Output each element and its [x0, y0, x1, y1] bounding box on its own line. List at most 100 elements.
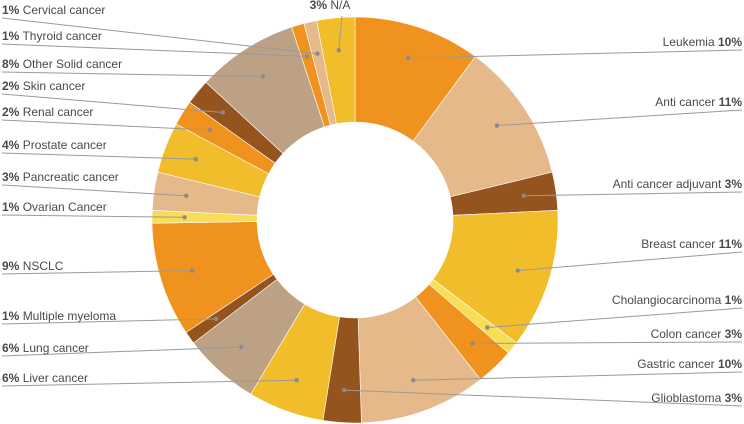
- leader-dot: [341, 387, 347, 393]
- leader-line: [1, 184, 187, 197]
- slice-percent: 2%: [2, 79, 20, 93]
- leader-dot: [239, 344, 244, 350]
- leader-dot: [411, 378, 416, 383]
- leader-line: [1, 214, 185, 218]
- slice-label-cervical-cancer: 1% Cervical cancer: [2, 3, 105, 17]
- slice-name: Gastric cancer: [637, 357, 714, 371]
- slice-label-text: Breast cancer 11%: [641, 237, 742, 251]
- slice-percent: 2%: [2, 105, 20, 119]
- slice-label-anti-cancer-adjuvant: Anti cancer adjuvant 3%: [613, 177, 743, 191]
- slice-label-liver-cancer: 6% Liver cancer: [2, 371, 88, 385]
- leader-line: [408, 49, 743, 59]
- slice-name: Ovarian Cancer: [23, 200, 107, 214]
- slice-name: Breast cancer: [641, 237, 715, 251]
- leader-line: [1, 119, 211, 131]
- slice-percent: 4%: [2, 138, 20, 152]
- slice-label-text: 2% Renal cancer: [2, 105, 93, 119]
- leader-line: [344, 389, 743, 407]
- slice-label-text: 6% Lung cancer: [2, 341, 89, 355]
- slice-label-cholangiocarcinoma: Cholangiocarcinoma 1%: [612, 293, 742, 307]
- slice-label-text: 1% Ovarian Cancer: [2, 200, 107, 214]
- leader-dot: [521, 193, 526, 198]
- slice-label-text: 9% NSCLC: [2, 259, 64, 273]
- leader-line: [1, 379, 297, 387]
- slice-label-multiple-myeloma: 1% Multiple myeloma: [2, 309, 116, 323]
- leader-dot: [207, 127, 213, 133]
- slice-percent: 3%: [310, 0, 328, 12]
- slice-label-text: Cholangiocarcinoma 1%: [612, 293, 742, 307]
- slice-label-text: Leukemia 10%: [663, 35, 743, 49]
- slice-label-text: 1% Multiple myeloma: [2, 309, 116, 323]
- slice-label-breast-cancer: Breast cancer 11%: [641, 237, 742, 251]
- slice-name: Anti cancer: [655, 95, 715, 109]
- slice-label-renal-cancer: 2% Renal cancer: [2, 105, 93, 119]
- leader-line: [1, 346, 242, 357]
- slice-name: Prostate cancer: [23, 138, 107, 152]
- slice-percent: 1%: [725, 293, 743, 307]
- slice-percent: 1%: [2, 29, 20, 43]
- leader-line: [413, 371, 743, 381]
- slice-label-colon-cancer: Colon cancer 3%: [651, 327, 743, 341]
- slice-label-text: Colon cancer 3%: [651, 327, 743, 341]
- leader-dot: [220, 110, 225, 115]
- slice-percent: 6%: [2, 341, 20, 355]
- slice-name: Liver cancer: [23, 371, 88, 385]
- slice-percent: 3%: [725, 327, 743, 341]
- slice-percent: 1%: [2, 309, 20, 323]
- slice-label-skin-cancer: 2% Skin cancer: [2, 79, 85, 93]
- slice-label-pancreatic-cancer: 3% Pancreatic cancer: [2, 170, 119, 184]
- slice-percent: 11%: [719, 95, 743, 109]
- slice-label-text: 6% Liver cancer: [2, 371, 88, 385]
- slice-label-leukemia: Leukemia 10%: [663, 35, 743, 49]
- leader-dot: [470, 341, 475, 346]
- leader-dot: [485, 325, 490, 330]
- leader-line: [338, 15, 343, 51]
- slice-name: Anti cancer adjuvant: [613, 177, 722, 191]
- leader-dot: [294, 378, 299, 383]
- leader-dot: [336, 48, 341, 53]
- slice-label-nsclc: 9% NSCLC: [2, 259, 64, 273]
- slice-label-anti-cancer: Anti cancer 11%: [655, 95, 742, 109]
- slice-name: Thyroid cancer: [22, 29, 101, 43]
- slice-name: Skin cancer: [23, 79, 86, 93]
- slice-name: Lung cancer: [23, 341, 89, 355]
- label-leaders: [1, 15, 743, 407]
- leader-line: [1, 71, 263, 78]
- slice-label-gastric-cancer: Gastric cancer 10%: [637, 357, 742, 371]
- leader-dot: [515, 268, 521, 273]
- slice-name: Cervical cancer: [23, 3, 106, 17]
- slice-label-text: 4% Prostate cancer: [2, 138, 107, 152]
- slice-percent: 1%: [2, 200, 20, 214]
- slice-label-text: Anti cancer adjuvant 3%: [613, 177, 743, 191]
- slice-label-lung-cancer: 6% Lung cancer: [2, 341, 89, 355]
- leader-dot: [304, 54, 310, 59]
- slice-label-prostate-cancer: 4% Prostate cancer: [2, 138, 107, 152]
- slice-percent: 6%: [2, 371, 20, 385]
- slice-label-ovarian-cancer: 1% Ovarian Cancer: [2, 200, 107, 214]
- slice-n-a: [316, 16, 356, 125]
- slice-label-text: 8% Other Solid cancer: [2, 57, 122, 71]
- slice-name: Glioblastoma: [651, 391, 721, 405]
- leader-line: [523, 191, 743, 197]
- slice-name: Other Solid cancer: [23, 57, 122, 71]
- slice-name: N/A: [330, 0, 350, 12]
- leader-dot: [406, 55, 411, 61]
- slice-percent: 11%: [719, 237, 743, 251]
- slice-percent: 9%: [2, 259, 20, 273]
- slice-name: NSCLC: [23, 259, 64, 273]
- slice-label-text: Glioblastoma 3%: [651, 391, 742, 405]
- slice-name: Pancreatic cancer: [23, 170, 119, 184]
- slice-percent: 8%: [2, 57, 20, 71]
- slice-label-text: 3% Pancreatic cancer: [2, 170, 119, 184]
- slice-label-text: Gastric cancer 10%: [637, 357, 742, 371]
- slice-name: Renal cancer: [23, 105, 94, 119]
- slice-label-text: 2% Skin cancer: [2, 79, 85, 93]
- slice-label-text: 1% Thyroid cancer: [2, 29, 102, 43]
- leader-dot: [184, 193, 189, 198]
- donut-slices: [151, 16, 559, 424]
- leader-dot: [193, 156, 198, 162]
- slice-name: Cholangiocarcinoma: [612, 293, 722, 307]
- leader-dot: [315, 51, 320, 56]
- leader-line: [1, 270, 193, 275]
